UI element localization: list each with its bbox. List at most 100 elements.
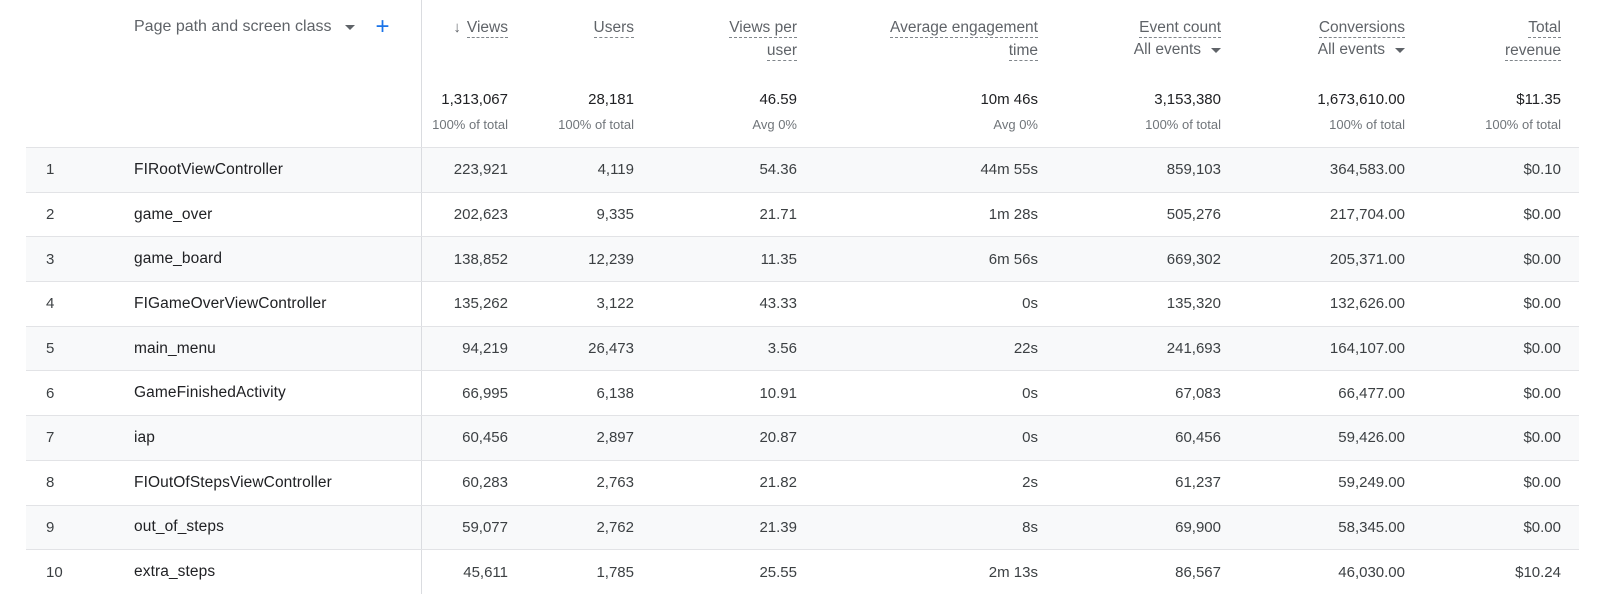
- cell-avg-engagement: 0s: [1022, 429, 1038, 447]
- cell-users: 4,119: [597, 161, 634, 179]
- cell-conversions: 217,704.00: [1329, 206, 1405, 224]
- cell-conversions: 205,371.00: [1329, 250, 1405, 268]
- col-header-event-count[interactable]: Event count All events: [1133, 19, 1221, 59]
- chevron-down-icon: [1395, 47, 1405, 53]
- col-header-avg-engagement[interactable]: Average engagement time: [890, 19, 1038, 61]
- cell-total-revenue: $0.00: [1523, 340, 1561, 358]
- table-row[interactable]: 7 iap 60,456 2,897 20.87 0s 60,456 59,42…: [26, 415, 1579, 460]
- table-row[interactable]: 3 game_board 138,852 12,239 11.35 6m 56s…: [26, 236, 1579, 282]
- chevron-down-icon[interactable]: [345, 24, 356, 30]
- col-header-views-per-user[interactable]: Views per user: [729, 19, 797, 61]
- cell-avg-engagement: 2m 13s: [988, 563, 1038, 581]
- cell-avg-engagement: 2s: [1022, 474, 1038, 492]
- row-rank: 4: [46, 295, 55, 313]
- cell-views-per-user: 11.35: [760, 250, 797, 268]
- add-dimension-icon[interactable]: +: [375, 13, 390, 40]
- cell-users: 3,122: [596, 295, 634, 313]
- row-dimension-value: FIOutOfStepsViewController: [94, 460, 422, 505]
- totals-rank-cell: [26, 80, 94, 147]
- row-dimension-value: iap: [94, 416, 422, 460]
- col-header-total-revenue[interactable]: Total revenue: [1504, 19, 1561, 61]
- total-revenue: $11.35 100% of total: [1485, 91, 1561, 132]
- row-dimension-value: FIRootViewController: [94, 148, 422, 192]
- table-row[interactable]: 10 extra_steps 45,611 1,785 25.55 2m 13s…: [26, 549, 1579, 594]
- cell-users: 26,473: [588, 340, 634, 358]
- cell-views-per-user: 10.91: [759, 384, 797, 402]
- cell-views-per-user: 21.39: [759, 518, 797, 536]
- table-row[interactable]: 1 FIRootViewController 223,921 4,119 54.…: [26, 147, 1579, 192]
- row-dimension-value: GameFinishedActivity: [94, 371, 422, 416]
- row-dimension-value: game_board: [94, 237, 422, 282]
- dimension-selector[interactable]: Page path and screen class: [134, 18, 332, 35]
- row-rank: 9: [46, 518, 55, 536]
- table-row[interactable]: 6 GameFinishedActivity 66,995 6,138 10.9…: [26, 370, 1579, 416]
- cell-conversions: 66,477.00: [1338, 384, 1405, 402]
- row-rank: 1: [46, 161, 55, 179]
- cell-total-revenue: $0.00: [1523, 206, 1561, 224]
- cell-event-count: 135,320: [1166, 295, 1221, 313]
- table-row[interactable]: 9 out_of_steps 59,077 2,762 21.39 8s 69,…: [26, 504, 1579, 550]
- row-dimension-value: out_of_steps: [94, 505, 422, 550]
- col-header-views[interactable]: ↓ Views: [453, 19, 508, 38]
- cell-views-per-user: 21.71: [759, 206, 797, 224]
- cell-event-count: 505,276: [1166, 206, 1221, 224]
- cell-conversions: 58,345.00: [1338, 518, 1405, 536]
- table-row[interactable]: 5 main_menu 94,219 26,473 3.56 22s 241,6…: [26, 325, 1579, 371]
- cell-views: 94,219: [462, 340, 508, 358]
- total-event-count: 3,153,380 100% of total: [1145, 91, 1221, 132]
- cell-views-per-user: 54.36: [759, 161, 797, 179]
- total-views-per-user: 46.59 Avg 0%: [752, 91, 797, 132]
- cell-conversions: 132,626.00: [1329, 295, 1405, 313]
- cell-event-count: 859,103: [1166, 161, 1221, 179]
- cell-users: 12,239: [588, 250, 634, 268]
- cell-avg-engagement: 8s: [1022, 518, 1038, 536]
- col-header-users[interactable]: Users: [593, 19, 634, 38]
- cell-event-count: 60,456: [1175, 429, 1221, 447]
- cell-total-revenue: $0.00: [1523, 518, 1561, 536]
- cell-avg-engagement: 22s: [1013, 340, 1038, 358]
- table-row[interactable]: 2 game_over 202,623 9,335 21.71 1m 28s 5…: [26, 191, 1579, 237]
- table-row[interactable]: 4 FIGameOverViewController 135,262 3,122…: [26, 281, 1579, 326]
- dimension-header-cell: Page path and screen class +: [94, 0, 422, 80]
- row-rank: 5: [46, 340, 55, 358]
- cell-users: 1,785: [596, 563, 634, 581]
- total-views: 1,313,067 100% of total: [432, 91, 508, 132]
- chevron-down-icon: [1211, 47, 1221, 53]
- row-dimension-value: extra_steps: [94, 550, 422, 594]
- cell-views-per-user: 43.33: [759, 295, 797, 313]
- table-body: 1 FIRootViewController 223,921 4,119 54.…: [0, 147, 1600, 594]
- total-conversions: 1,673,610.00 100% of total: [1317, 91, 1405, 132]
- cell-avg-engagement: 0s: [1022, 295, 1038, 313]
- cell-views: 202,623: [453, 206, 508, 224]
- cell-users: 2,897: [596, 429, 634, 447]
- event-count-filter[interactable]: All events: [1134, 41, 1221, 59]
- cell-total-revenue: $0.10: [1523, 161, 1561, 179]
- row-dimension-value: FIGameOverViewController: [94, 282, 422, 326]
- cell-conversions: 164,107.00: [1329, 340, 1405, 358]
- cell-conversions: 46,030.00: [1338, 563, 1405, 581]
- cell-avg-engagement: 0s: [1022, 384, 1038, 402]
- cell-views: 60,456: [462, 429, 508, 447]
- cell-views-per-user: 21.82: [759, 474, 797, 492]
- cell-views: 223,921: [453, 161, 508, 179]
- cell-avg-engagement: 44m 55s: [980, 161, 1038, 179]
- row-rank: 8: [46, 474, 55, 492]
- cell-views: 135,262: [453, 295, 508, 313]
- totals-row: 1,313,067 100% of total 28,181 100% of tot…: [26, 80, 1579, 147]
- table-header: Page path and screen class + ↓ Views User…: [26, 0, 1579, 80]
- cell-users: 2,763: [596, 474, 634, 492]
- totals-dimension-cell: [94, 80, 422, 147]
- row-dimension-value: main_menu: [94, 326, 422, 371]
- cell-views: 66,995: [462, 384, 508, 402]
- row-rank: 6: [46, 384, 55, 402]
- sort-desc-icon: ↓: [453, 19, 461, 36]
- cell-views: 138,852: [453, 250, 508, 268]
- cell-total-revenue: $0.00: [1523, 295, 1561, 313]
- col-header-conversions[interactable]: Conversions All events: [1317, 19, 1405, 59]
- cell-event-count: 241,693: [1166, 340, 1221, 358]
- row-rank: 2: [46, 206, 55, 224]
- cell-avg-engagement: 1m 28s: [988, 206, 1038, 224]
- row-rank: 10: [46, 563, 63, 581]
- table-row[interactable]: 8 FIOutOfStepsViewController 60,283 2,76…: [26, 459, 1579, 505]
- conversions-filter[interactable]: All events: [1318, 41, 1405, 59]
